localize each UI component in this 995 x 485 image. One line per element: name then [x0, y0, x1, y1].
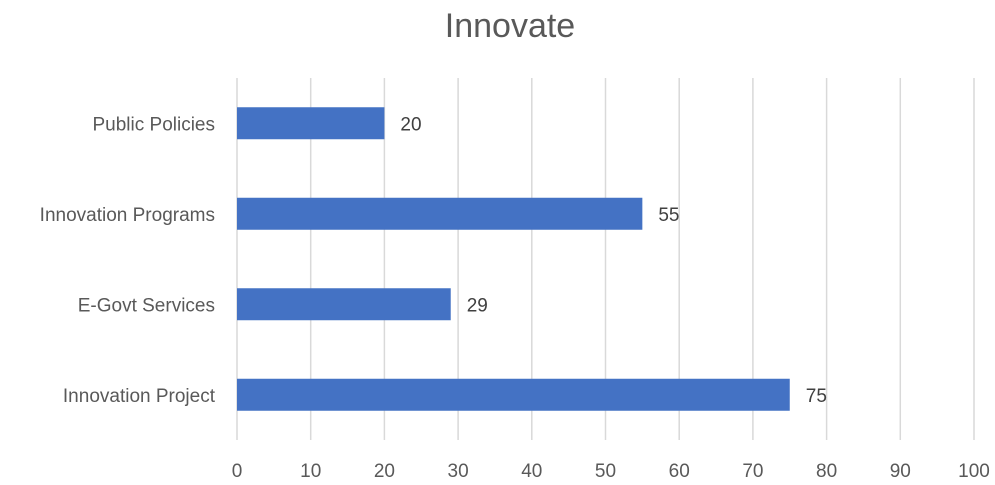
bar-e-govt-services — [237, 288, 451, 321]
data-label-innovation-programs: 55 — [658, 205, 679, 226]
category-label-innovation-project: Innovation Project — [63, 386, 216, 407]
bar-innovation-project — [237, 378, 790, 411]
data-label-public-policies: 20 — [400, 114, 421, 135]
x-tick-label-30: 30 — [448, 461, 469, 482]
data-label-innovation-project: 75 — [806, 386, 827, 407]
x-tick-label-0: 0 — [232, 461, 243, 482]
x-tick-label-80: 80 — [816, 461, 837, 482]
x-tick-label-60: 60 — [669, 461, 690, 482]
bar-innovation-programs — [237, 197, 643, 230]
category-label-innovation-programs: Innovation Programs — [40, 205, 215, 226]
category-label-public-policies: Public Policies — [93, 114, 216, 135]
bar-public-policies — [237, 107, 385, 140]
x-tick-label-50: 50 — [595, 461, 616, 482]
x-tick-label-100: 100 — [958, 461, 990, 482]
category-label-e-govt-services: E-Govt Services — [78, 295, 215, 316]
data-label-e-govt-services: 29 — [467, 295, 488, 316]
bars — [237, 107, 790, 411]
x-tick-label-40: 40 — [521, 461, 542, 482]
x-tick-label-90: 90 — [890, 461, 911, 482]
x-tick-label-20: 20 — [374, 461, 395, 482]
chart-title: Innovate — [445, 7, 575, 45]
x-tick-label-10: 10 — [300, 461, 321, 482]
x-tick-label-70: 70 — [742, 461, 763, 482]
labels: 0 10 20 30 40 50 60 70 80 90 100 Innovation Project… — [40, 114, 990, 482]
